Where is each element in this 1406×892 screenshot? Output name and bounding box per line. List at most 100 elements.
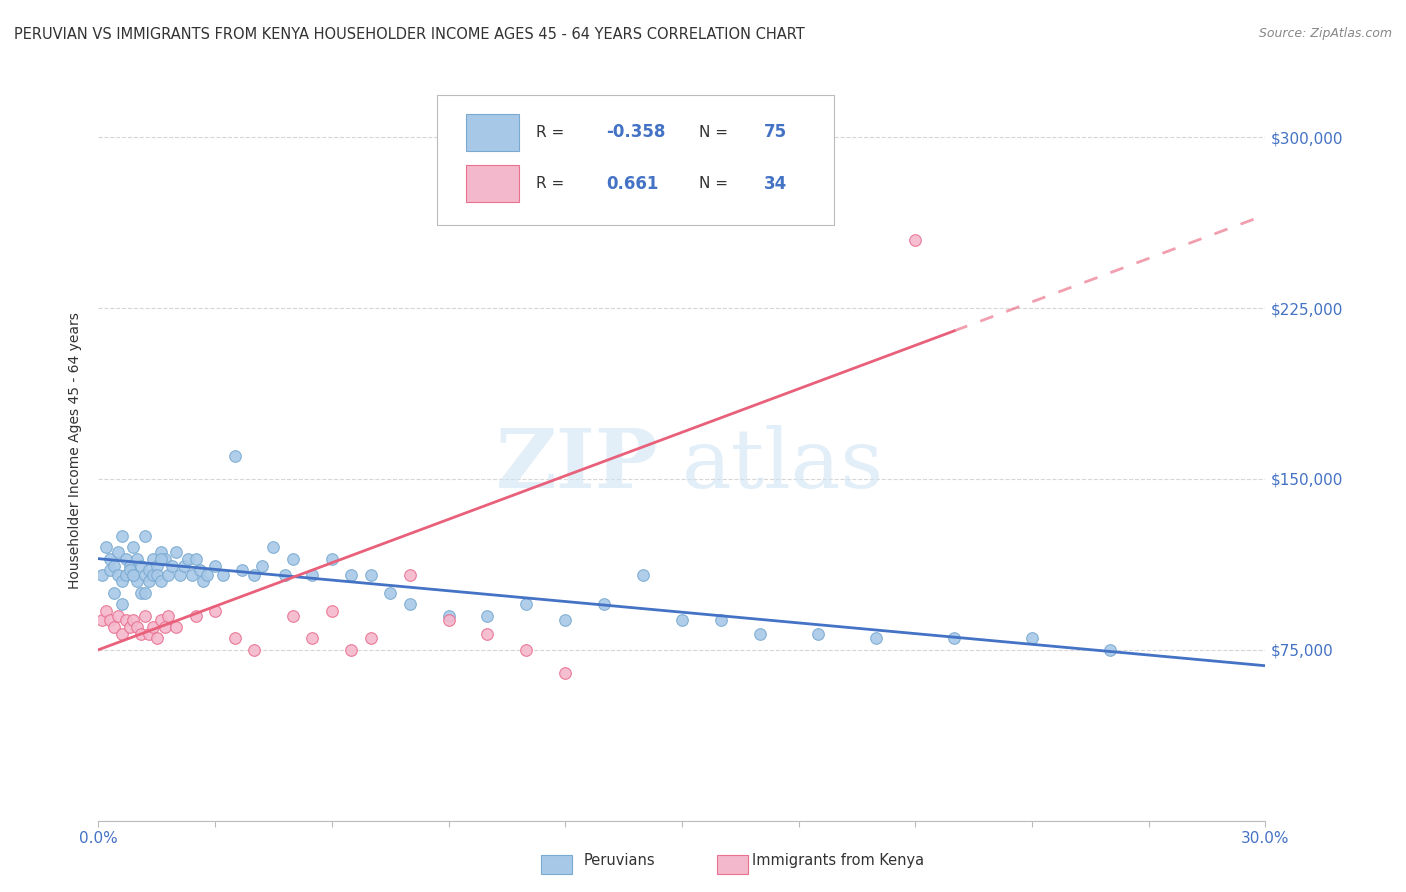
Point bbox=[129, 627, 152, 641]
Text: ZIP: ZIP bbox=[496, 425, 658, 505]
Point bbox=[340, 642, 363, 657]
Text: N =: N = bbox=[699, 177, 734, 192]
Point bbox=[165, 620, 187, 634]
Point bbox=[98, 551, 121, 566]
Text: 34: 34 bbox=[763, 175, 787, 193]
Point bbox=[554, 613, 576, 627]
Point bbox=[437, 608, 460, 623]
Point bbox=[243, 567, 266, 582]
Point bbox=[224, 632, 246, 646]
FancyBboxPatch shape bbox=[465, 165, 519, 202]
Text: atlas: atlas bbox=[682, 425, 884, 505]
Point bbox=[107, 567, 129, 582]
Point bbox=[122, 567, 145, 582]
Point bbox=[631, 567, 654, 582]
Point bbox=[281, 551, 304, 566]
Point bbox=[437, 613, 460, 627]
Point bbox=[134, 567, 156, 582]
Point bbox=[360, 632, 382, 646]
Point bbox=[671, 613, 693, 627]
Text: N =: N = bbox=[699, 125, 734, 140]
Point bbox=[149, 574, 172, 589]
Point bbox=[204, 604, 226, 618]
Point bbox=[111, 597, 134, 611]
Point bbox=[184, 551, 207, 566]
Point bbox=[301, 632, 323, 646]
Point bbox=[118, 558, 141, 573]
Point bbox=[138, 574, 160, 589]
Point bbox=[134, 608, 156, 623]
Point bbox=[184, 608, 207, 623]
Point bbox=[91, 567, 114, 582]
Point bbox=[134, 586, 156, 600]
Point bbox=[162, 558, 184, 573]
Point bbox=[134, 529, 156, 543]
Point bbox=[398, 567, 420, 582]
Point bbox=[904, 233, 927, 247]
Point bbox=[515, 597, 537, 611]
Point bbox=[96, 541, 118, 555]
Point bbox=[1021, 632, 1043, 646]
Point bbox=[301, 567, 323, 582]
Point bbox=[865, 632, 887, 646]
Text: R =: R = bbox=[536, 125, 569, 140]
Point bbox=[142, 567, 165, 582]
Point bbox=[107, 545, 129, 559]
Point bbox=[515, 642, 537, 657]
Point bbox=[153, 620, 176, 634]
Point bbox=[111, 574, 134, 589]
Point bbox=[127, 574, 149, 589]
Point bbox=[103, 620, 125, 634]
Point bbox=[173, 558, 195, 573]
FancyBboxPatch shape bbox=[437, 95, 834, 225]
Point bbox=[129, 558, 152, 573]
Point bbox=[250, 558, 273, 573]
Point bbox=[146, 567, 169, 582]
Text: R =: R = bbox=[536, 177, 569, 192]
Point bbox=[231, 563, 253, 577]
Point bbox=[111, 529, 134, 543]
Point bbox=[153, 551, 176, 566]
Point bbox=[204, 558, 226, 573]
Point bbox=[118, 563, 141, 577]
Point bbox=[129, 586, 152, 600]
Point bbox=[165, 545, 187, 559]
Point bbox=[114, 613, 136, 627]
Point bbox=[188, 563, 211, 577]
Point bbox=[111, 627, 134, 641]
Point bbox=[195, 567, 218, 582]
Point bbox=[146, 632, 169, 646]
Point bbox=[127, 620, 149, 634]
Point bbox=[103, 586, 125, 600]
Point bbox=[127, 551, 149, 566]
Point bbox=[107, 608, 129, 623]
Point bbox=[114, 567, 136, 582]
Point bbox=[243, 642, 266, 657]
Text: Peruvians: Peruvians bbox=[583, 854, 655, 868]
Text: Source: ZipAtlas.com: Source: ZipAtlas.com bbox=[1258, 27, 1392, 40]
Point bbox=[554, 665, 576, 680]
Point bbox=[477, 627, 499, 641]
Point bbox=[169, 567, 191, 582]
Point bbox=[96, 604, 118, 618]
Point bbox=[114, 551, 136, 566]
Point bbox=[177, 551, 200, 566]
Point bbox=[710, 613, 733, 627]
Point bbox=[262, 541, 284, 555]
Point bbox=[943, 632, 966, 646]
Point bbox=[157, 608, 180, 623]
Point bbox=[281, 608, 304, 623]
Point bbox=[360, 567, 382, 582]
Text: Immigrants from Kenya: Immigrants from Kenya bbox=[752, 854, 924, 868]
Point bbox=[122, 613, 145, 627]
Point bbox=[149, 545, 172, 559]
Point bbox=[398, 597, 420, 611]
Point bbox=[98, 563, 121, 577]
Point bbox=[593, 597, 616, 611]
Point bbox=[118, 620, 141, 634]
Point bbox=[180, 567, 202, 582]
Point bbox=[1098, 642, 1121, 657]
Y-axis label: Householder Income Ages 45 - 64 years: Householder Income Ages 45 - 64 years bbox=[69, 312, 83, 589]
Point bbox=[748, 627, 770, 641]
Point bbox=[212, 567, 235, 582]
